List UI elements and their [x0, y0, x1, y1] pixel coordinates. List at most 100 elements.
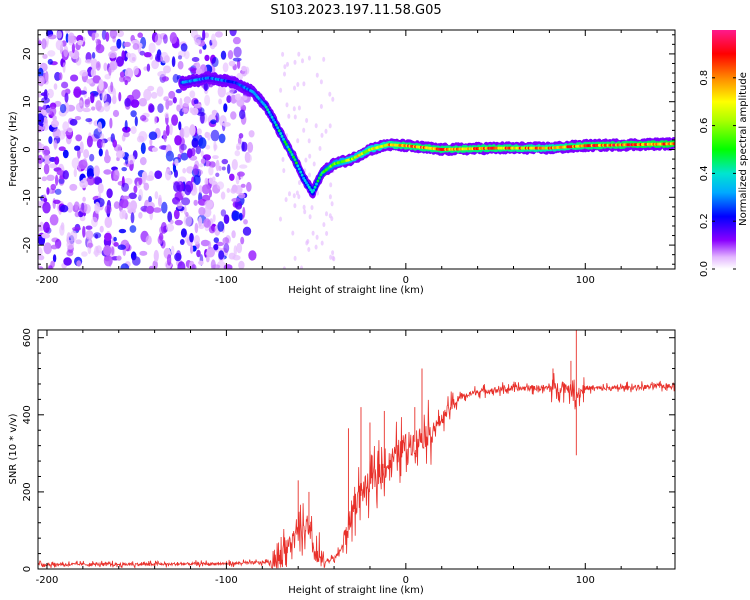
noise-blob: [111, 246, 115, 256]
noise-blob: [150, 91, 158, 99]
noise-blob: [125, 156, 129, 165]
noise-blob: [69, 183, 78, 191]
noise-blob: [105, 31, 110, 42]
noise-blob: [87, 242, 94, 248]
noise-blob: [322, 56, 326, 62]
noise-blob: [86, 135, 93, 148]
colorbar-tick-label: 0.8: [699, 70, 710, 86]
ridge-core: [280, 134, 284, 138]
noise-blob: [218, 133, 226, 144]
noise-blob: [104, 232, 112, 242]
ridge-core: [315, 182, 318, 186]
noise-blob: [189, 232, 194, 243]
noise-blob: [307, 247, 311, 252]
xtick-label: -100: [215, 575, 238, 586]
noise-blob: [227, 50, 234, 60]
noise-blob: [200, 239, 210, 247]
noise-blob: [66, 249, 74, 257]
noise-blob: [84, 98, 91, 105]
noise-blob: [233, 245, 237, 257]
noise-blob: [204, 177, 209, 186]
noise-blob: [43, 163, 50, 175]
noise-blob: [76, 260, 82, 267]
noise-blob: [145, 175, 155, 182]
snr-ylabel: SNR (10 * v/v): [8, 413, 19, 484]
ridge-core: [272, 118, 275, 122]
noise-blob: [47, 88, 54, 99]
noise-blob: [298, 180, 301, 186]
noise-blob: [189, 90, 196, 99]
ridge-core: [269, 113, 272, 117]
noise-blob: [240, 183, 246, 188]
noise-blob: [93, 165, 100, 178]
ridge-core: [292, 155, 295, 159]
noise-blob: [238, 192, 246, 199]
noise-blob: [185, 212, 189, 217]
noise-blob: [162, 130, 167, 141]
noise-blob: [65, 30, 71, 34]
noise-blob: [174, 135, 182, 146]
noise-blob: [147, 85, 155, 92]
noise-blob: [172, 163, 177, 173]
noise-blob: [95, 44, 105, 54]
noise-blob: [90, 68, 97, 77]
noise-blob: [96, 138, 103, 149]
noise-blob: [159, 145, 167, 150]
noise-blob: [138, 177, 143, 186]
noise-blob: [178, 121, 182, 131]
noise-blob: [121, 182, 129, 192]
noise-blob: [191, 264, 197, 269]
noise-blob: [315, 72, 319, 78]
noise-blob: [71, 42, 75, 54]
noise-blob: [86, 176, 95, 186]
noise-blob: [248, 130, 255, 138]
noise-blob: [200, 158, 206, 165]
noise-blob: [63, 45, 69, 58]
noise-blob: [203, 218, 211, 228]
noise-blob: [319, 104, 323, 109]
noise-blob: [211, 56, 219, 68]
noise-blob: [239, 164, 248, 169]
noise-blob: [129, 225, 137, 233]
noise-blob: [173, 181, 181, 192]
noise-blob: [295, 190, 299, 196]
noise-blob: [286, 61, 289, 67]
xtick-label: 0: [403, 275, 409, 286]
noise-blob: [180, 228, 187, 238]
ridge-core: [302, 176, 305, 180]
noise-blob: [101, 139, 105, 148]
noise-blob: [113, 236, 117, 242]
ridge-core: [300, 173, 304, 177]
noise-blob: [155, 53, 161, 62]
noise-blob: [228, 252, 236, 260]
noise-blob: [218, 165, 222, 171]
noise-blob: [64, 92, 69, 103]
noise-blob: [110, 45, 119, 52]
ytick-label: 20: [22, 48, 33, 61]
noise-blob: [74, 116, 82, 121]
noise-blob: [106, 188, 113, 199]
snr-panel: -200 -100 0 100 0 200 400 600 Height of straigh…: [8, 328, 676, 596]
noise-blob: [82, 196, 86, 202]
ridge-core: [286, 145, 290, 149]
noise-blob: [198, 206, 206, 216]
ridge-core: [293, 158, 297, 162]
noise-blob: [116, 255, 122, 261]
noise-blob: [325, 231, 329, 236]
noise-blob: [115, 56, 124, 67]
noise-blob: [228, 60, 236, 67]
noise-blob: [226, 95, 232, 103]
noise-blob: [151, 59, 160, 70]
ridge-core: [307, 185, 311, 189]
noise-blob: [93, 176, 102, 185]
noise-blob: [48, 265, 53, 269]
noise-blob: [331, 96, 335, 102]
noise-blob: [42, 201, 51, 214]
noise-blob: [160, 51, 169, 64]
noise-blob: [119, 210, 125, 220]
noise-blob: [293, 114, 297, 120]
noise-blob: [51, 119, 59, 128]
ridge-core: [270, 115, 274, 119]
ytick-label: 200: [22, 482, 33, 501]
noise-blob: [320, 132, 324, 138]
